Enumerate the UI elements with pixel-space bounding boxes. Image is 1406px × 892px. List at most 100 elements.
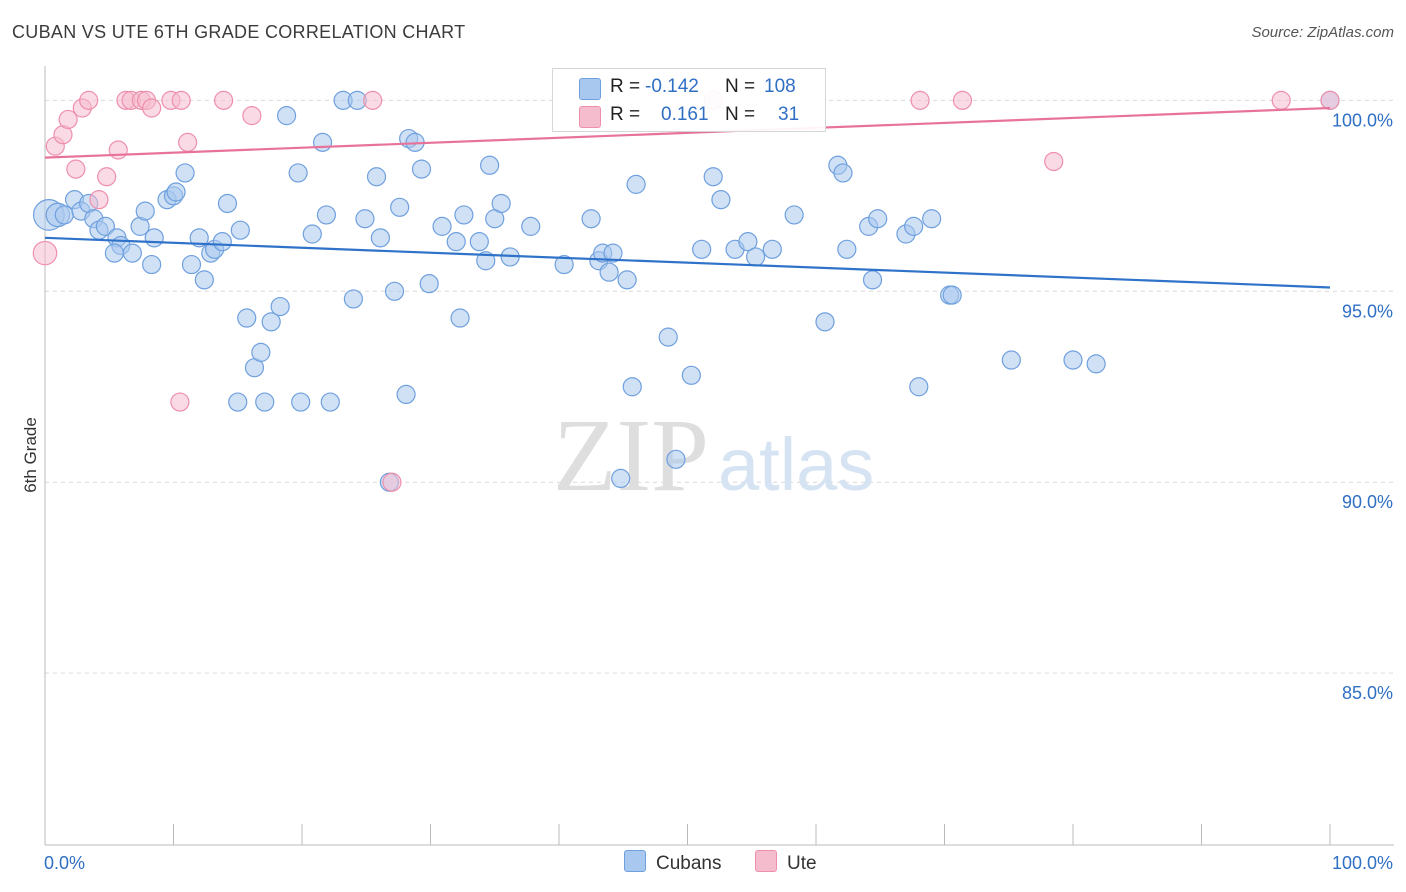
ute-point	[952, 90, 973, 110]
cubans-point	[738, 232, 758, 252]
cubans-point	[904, 216, 924, 236]
cubans-point	[270, 296, 290, 317]
cubans-point	[617, 270, 637, 290]
cubans-point	[261, 312, 281, 332]
cubans-point	[189, 228, 209, 248]
watermark: ZIP atlas	[553, 398, 874, 513]
cubans-point	[909, 377, 929, 397]
cubans-point	[411, 159, 432, 179]
cubans-point	[681, 365, 701, 385]
ute-point	[171, 90, 191, 110]
r-label: R =	[610, 104, 641, 125]
cubans-point	[491, 193, 511, 214]
cubans-point	[230, 220, 250, 240]
stat-row-cubans: R = -0.142 N = 108	[553, 73, 825, 101]
ute-point	[79, 90, 99, 110]
cubans-point	[446, 232, 466, 252]
y-tick-label: 90.0%	[1342, 492, 1393, 512]
cubans-point	[469, 232, 489, 252]
y-tick-label: 95.0%	[1342, 301, 1393, 321]
n-label: N =	[725, 76, 756, 97]
cubans-point	[603, 243, 623, 263]
cubans-point	[212, 232, 232, 252]
cubans-point	[181, 254, 202, 275]
cubans-point	[194, 270, 214, 290]
cubans-point	[302, 224, 322, 244]
ute-point	[910, 90, 930, 110]
cubans-point	[622, 377, 642, 397]
cubans-point	[291, 392, 311, 412]
cubans-point	[316, 205, 337, 225]
cubans-point	[711, 190, 731, 210]
cubans-point	[144, 228, 164, 248]
watermark-zip: ZIP	[553, 398, 709, 513]
cubans-point	[217, 193, 238, 214]
correlation-stats-box: R = -0.142 N = 108 R = 0.161 N = 31	[552, 68, 826, 132]
grid-lines	[45, 99, 1394, 674]
ute-point	[178, 132, 198, 152]
stat-row-ute: R = 0.161 N = 31	[553, 101, 825, 129]
ute-point	[58, 109, 78, 130]
axis-labels: 100.0% 95.0% 90.0% 85.0% 0.0% 100.0% 6th Grade	[21, 110, 1393, 873]
legend-cubans-label: Cubans	[656, 853, 722, 874]
r-value: -0.142	[645, 76, 699, 97]
ute-point	[108, 140, 128, 160]
cubans-point	[922, 209, 942, 229]
cubans-point	[370, 228, 390, 248]
cubans-point	[703, 167, 723, 187]
watermark-atlas: atlas	[718, 423, 874, 506]
cubans-point	[166, 182, 186, 202]
cubans-point	[320, 392, 340, 412]
cubans-point	[432, 216, 452, 236]
cubans-point	[228, 392, 248, 412]
ute-point	[32, 240, 58, 266]
cubans-swatch	[579, 78, 601, 100]
cubans-point	[480, 155, 500, 175]
cubans-point	[343, 289, 363, 309]
r-label: R =	[610, 76, 641, 97]
cubans-point	[54, 205, 74, 225]
y-tick-label: 85.0%	[1342, 683, 1393, 703]
ute-point	[363, 90, 383, 110]
trend-lines	[44, 106, 1331, 289]
ute-point	[142, 98, 162, 118]
cubans-trend-line	[44, 236, 1331, 289]
ute-point	[1271, 90, 1291, 110]
cubans-point	[762, 239, 782, 259]
ute-point	[97, 167, 117, 187]
cubans-point	[815, 312, 835, 332]
cubans-point	[142, 254, 162, 275]
y-axis-label: 6th Grade	[21, 417, 40, 493]
cubans-point	[521, 216, 541, 236]
cubans-point	[837, 239, 857, 259]
cubans-point	[276, 106, 297, 126]
cubans-point	[355, 209, 375, 229]
cubans-point	[255, 392, 275, 412]
legend-cubans-swatch	[624, 850, 646, 872]
cubans-point	[1063, 350, 1083, 370]
legend-ute-label: Ute	[787, 853, 817, 874]
cubans-point	[611, 468, 631, 489]
n-value: 31	[778, 104, 800, 125]
ute-point	[382, 472, 402, 492]
axes	[44, 66, 1394, 846]
r-value: 0.161	[661, 104, 709, 125]
cubans-point	[237, 308, 257, 328]
cubans-point	[784, 205, 804, 225]
cubans-point	[658, 327, 678, 347]
ute-point	[170, 392, 190, 412]
y-tick-label: 100.0%	[1332, 110, 1393, 130]
cubans-point	[746, 247, 766, 267]
cubans-point	[135, 201, 155, 221]
ute-trend-line	[44, 106, 1331, 159]
cubans-point	[122, 243, 142, 263]
cubans-point	[454, 205, 474, 225]
x-tick-label: 0.0%	[44, 853, 85, 873]
n-label: N =	[725, 104, 756, 125]
cubans-point	[1001, 350, 1021, 370]
ute-point	[66, 159, 86, 179]
cubans-point	[692, 239, 712, 259]
cubans-point	[581, 209, 601, 229]
legend-cubans: Cubans	[624, 850, 722, 875]
cubans-point	[366, 167, 387, 187]
